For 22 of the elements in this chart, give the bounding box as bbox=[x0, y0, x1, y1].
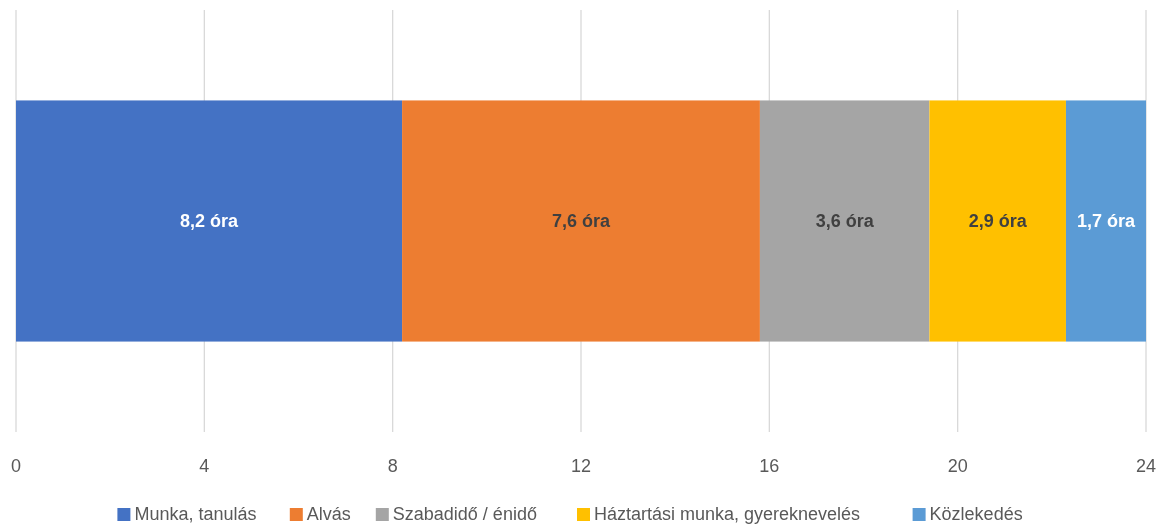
bar bbox=[929, 100, 1066, 342]
x-tick-label: 16 bbox=[759, 456, 780, 476]
x-tick-label: 20 bbox=[947, 456, 968, 476]
bar bbox=[16, 100, 403, 342]
bar bbox=[1065, 100, 1146, 342]
bar bbox=[759, 100, 930, 342]
data-label: 2,9 óra bbox=[968, 211, 1028, 232]
legend-label: Szabadidő / énidő bbox=[392, 504, 537, 524]
data-label: 1,7 óra bbox=[1076, 211, 1136, 232]
legend-label: Alvás bbox=[306, 504, 351, 524]
x-tick-label: 24 bbox=[1135, 456, 1157, 476]
x-tick-label: 12 bbox=[570, 456, 592, 476]
data-label: 7,6 óra bbox=[551, 211, 611, 232]
x-tick-label: 8 bbox=[387, 456, 398, 476]
bar bbox=[402, 100, 760, 342]
x-tick-label: 0 bbox=[10, 456, 22, 476]
data-label: 3,6 óra bbox=[815, 211, 875, 232]
data-label: 8,2 óra bbox=[180, 211, 240, 232]
legend-label: Munka, tanulás bbox=[134, 504, 257, 524]
x-tick-label: 4 bbox=[199, 456, 210, 476]
legend-label: Háztartási munka, gyereknevelés bbox=[594, 504, 861, 524]
legend-label: Közlekedés bbox=[929, 504, 1023, 524]
